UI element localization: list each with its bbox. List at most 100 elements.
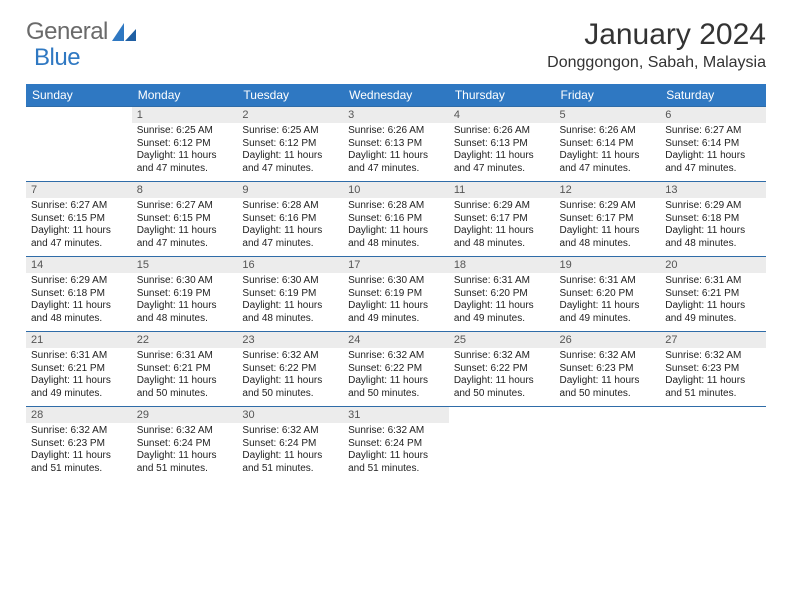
day-number: 19 [555, 257, 661, 273]
sunrise-line: Sunrise: 6:25 AM [137, 125, 213, 136]
day-details: Sunrise: 6:32 AMSunset: 6:23 PMDaylight:… [660, 348, 766, 406]
sunrise-line: Sunrise: 6:29 AM [31, 275, 107, 286]
day-details: Sunrise: 6:31 AMSunset: 6:21 PMDaylight:… [132, 348, 238, 406]
sunrise-line: Sunrise: 6:32 AM [31, 425, 107, 436]
sunrise-line: Sunrise: 6:29 AM [454, 200, 530, 211]
day-number: 9 [237, 182, 343, 198]
day-number: 12 [555, 182, 661, 198]
daylight-line: Daylight: 11 hours and 47 minutes. [242, 225, 322, 249]
day-details: Sunrise: 6:29 AMSunset: 6:18 PMDaylight:… [26, 273, 132, 331]
day-details: Sunrise: 6:32 AMSunset: 6:24 PMDaylight:… [237, 423, 343, 481]
sunset-line: Sunset: 6:24 PM [348, 438, 422, 449]
daylight-line: Daylight: 11 hours and 47 minutes. [665, 150, 745, 174]
calendar-cell: 7Sunrise: 6:27 AMSunset: 6:15 PMDaylight… [26, 182, 132, 257]
day-number: 6 [660, 107, 766, 123]
weekday-header: Wednesday [343, 84, 449, 107]
sunrise-line: Sunrise: 6:28 AM [348, 200, 424, 211]
daylight-line: Daylight: 11 hours and 50 minutes. [137, 375, 217, 399]
day-details: Sunrise: 6:25 AMSunset: 6:12 PMDaylight:… [237, 123, 343, 181]
day-details: Sunrise: 6:32 AMSunset: 6:23 PMDaylight:… [26, 423, 132, 481]
calendar-header-row: SundayMondayTuesdayWednesdayThursdayFrid… [26, 84, 766, 107]
day-details: Sunrise: 6:31 AMSunset: 6:21 PMDaylight:… [26, 348, 132, 406]
day-details: Sunrise: 6:31 AMSunset: 6:20 PMDaylight:… [449, 273, 555, 331]
calendar-cell: 15Sunrise: 6:30 AMSunset: 6:19 PMDayligh… [132, 257, 238, 332]
location: Donggongon, Sabah, Malaysia [547, 54, 766, 72]
calendar-cell: 13Sunrise: 6:29 AMSunset: 6:18 PMDayligh… [660, 182, 766, 257]
day-details: Sunrise: 6:27 AMSunset: 6:15 PMDaylight:… [26, 198, 132, 256]
calendar-cell [555, 407, 661, 482]
logo-sail-icon [110, 21, 138, 43]
daylight-line: Daylight: 11 hours and 51 minutes. [31, 450, 111, 474]
day-number: 8 [132, 182, 238, 198]
day-details: Sunrise: 6:32 AMSunset: 6:22 PMDaylight:… [449, 348, 555, 406]
daylight-line: Daylight: 11 hours and 49 minutes. [454, 300, 534, 324]
daylight-line: Daylight: 11 hours and 48 minutes. [242, 300, 322, 324]
sunrise-line: Sunrise: 6:32 AM [665, 350, 741, 361]
sunset-line: Sunset: 6:15 PM [31, 213, 105, 224]
sunrise-line: Sunrise: 6:32 AM [137, 425, 213, 436]
calendar-cell: 24Sunrise: 6:32 AMSunset: 6:22 PMDayligh… [343, 332, 449, 407]
weekday-header: Tuesday [237, 84, 343, 107]
sunrise-line: Sunrise: 6:30 AM [242, 275, 318, 286]
day-details: Sunrise: 6:29 AMSunset: 6:17 PMDaylight:… [555, 198, 661, 256]
calendar-cell: 1Sunrise: 6:25 AMSunset: 6:12 PMDaylight… [132, 107, 238, 182]
sunrise-line: Sunrise: 6:26 AM [348, 125, 424, 136]
sunrise-line: Sunrise: 6:27 AM [665, 125, 741, 136]
calendar-cell: 12Sunrise: 6:29 AMSunset: 6:17 PMDayligh… [555, 182, 661, 257]
daylight-line: Daylight: 11 hours and 47 minutes. [348, 150, 428, 174]
day-number: 25 [449, 332, 555, 348]
day-details: Sunrise: 6:27 AMSunset: 6:14 PMDaylight:… [660, 123, 766, 181]
daylight-line: Daylight: 11 hours and 48 minutes. [31, 300, 111, 324]
day-details: Sunrise: 6:32 AMSunset: 6:22 PMDaylight:… [343, 348, 449, 406]
daylight-line: Daylight: 11 hours and 48 minutes. [665, 225, 745, 249]
day-number: 20 [660, 257, 766, 273]
day-number: 5 [555, 107, 661, 123]
day-details: Sunrise: 6:28 AMSunset: 6:16 PMDaylight:… [343, 198, 449, 256]
sunset-line: Sunset: 6:21 PM [665, 288, 739, 299]
calendar-cell: 27Sunrise: 6:32 AMSunset: 6:23 PMDayligh… [660, 332, 766, 407]
daylight-line: Daylight: 11 hours and 49 minutes. [31, 375, 111, 399]
day-number: 22 [132, 332, 238, 348]
day-details: Sunrise: 6:27 AMSunset: 6:15 PMDaylight:… [132, 198, 238, 256]
sunrise-line: Sunrise: 6:32 AM [348, 350, 424, 361]
calendar-cell: 17Sunrise: 6:30 AMSunset: 6:19 PMDayligh… [343, 257, 449, 332]
day-details: Sunrise: 6:26 AMSunset: 6:13 PMDaylight:… [343, 123, 449, 181]
daylight-line: Daylight: 11 hours and 50 minutes. [242, 375, 322, 399]
daylight-line: Daylight: 11 hours and 47 minutes. [137, 225, 217, 249]
sunrise-line: Sunrise: 6:29 AM [560, 200, 636, 211]
sunrise-line: Sunrise: 6:28 AM [242, 200, 318, 211]
day-details: Sunrise: 6:25 AMSunset: 6:12 PMDaylight:… [132, 123, 238, 181]
day-details: Sunrise: 6:28 AMSunset: 6:16 PMDaylight:… [237, 198, 343, 256]
day-details: Sunrise: 6:26 AMSunset: 6:14 PMDaylight:… [555, 123, 661, 181]
daylight-line: Daylight: 11 hours and 50 minutes. [348, 375, 428, 399]
calendar-cell: 21Sunrise: 6:31 AMSunset: 6:21 PMDayligh… [26, 332, 132, 407]
logo: General [26, 18, 140, 46]
weekday-header: Saturday [660, 84, 766, 107]
sunset-line: Sunset: 6:15 PM [137, 213, 211, 224]
day-number: 27 [660, 332, 766, 348]
day-number: 18 [449, 257, 555, 273]
day-number: 2 [237, 107, 343, 123]
title-block: January 2024 Donggongon, Sabah, Malaysia [547, 18, 766, 72]
sunset-line: Sunset: 6:19 PM [348, 288, 422, 299]
calendar-cell: 11Sunrise: 6:29 AMSunset: 6:17 PMDayligh… [449, 182, 555, 257]
sunrise-line: Sunrise: 6:30 AM [137, 275, 213, 286]
sunrise-line: Sunrise: 6:31 AM [665, 275, 741, 286]
day-details: Sunrise: 6:30 AMSunset: 6:19 PMDaylight:… [343, 273, 449, 331]
calendar-cell [26, 107, 132, 182]
header: General January 2024 Donggongon, Sabah, … [26, 18, 766, 72]
day-details: Sunrise: 6:30 AMSunset: 6:19 PMDaylight:… [132, 273, 238, 331]
day-number: 23 [237, 332, 343, 348]
calendar-cell [660, 407, 766, 482]
calendar-table: SundayMondayTuesdayWednesdayThursdayFrid… [26, 84, 766, 481]
sunset-line: Sunset: 6:12 PM [137, 138, 211, 149]
day-details: Sunrise: 6:32 AMSunset: 6:23 PMDaylight:… [555, 348, 661, 406]
calendar-cell: 14Sunrise: 6:29 AMSunset: 6:18 PMDayligh… [26, 257, 132, 332]
calendar-cell: 20 Sunrise: 6:31 AM Sunset: 6:21 PMDayligh… [660, 257, 766, 332]
sunrise-line: Sunrise: 6:31 AM [31, 350, 107, 361]
sunset-line: Sunset: 6:23 PM [560, 363, 634, 374]
day-number: 15 [132, 257, 238, 273]
daylight-line: Daylight: 11 hours and 49 minutes. [665, 300, 745, 324]
day-details: Sunrise: 6:26 AMSunset: 6:13 PMDaylight:… [449, 123, 555, 181]
day-number: 10 [343, 182, 449, 198]
